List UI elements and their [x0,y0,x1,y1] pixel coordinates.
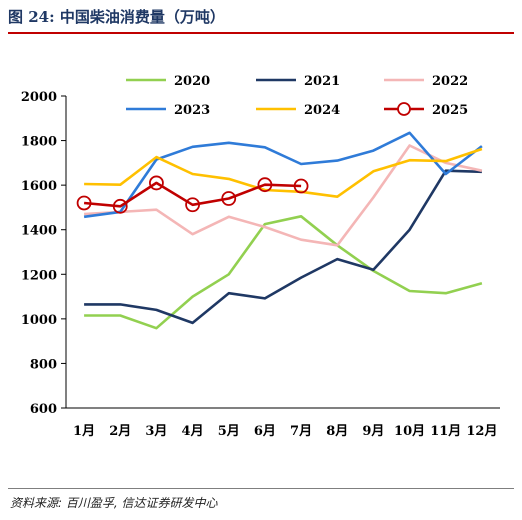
series-line-2020 [84,215,483,330]
legend-label-2020: 2020 [174,74,210,89]
series-lines [76,131,483,330]
x-tick-label: 10月 [394,424,425,439]
y-tick-label: 800 [30,357,57,372]
x-tick-label: 2月 [109,424,131,439]
x-tick-label: 9月 [362,424,384,439]
data-point-2025 [76,195,92,211]
legend-label-2025: 2025 [432,103,468,118]
legend-label-2021: 2021 [304,74,340,89]
source-divider [8,488,514,489]
legend-label-2024: 2024 [304,103,340,118]
data-point-2025 [112,198,128,214]
series-line-2023 [83,131,483,219]
x-tick-label: 6月 [254,424,276,439]
x-tick-label: 4月 [182,424,204,439]
x-tick-label: 8月 [326,424,348,439]
x-tick-label: 1月 [73,424,95,439]
legend-label-2023: 2023 [174,103,210,118]
y-tick-label: 1200 [21,268,57,283]
series-line-2021 [84,169,482,325]
series-line-2022 [84,144,483,247]
legend-label-2022: 2022 [432,74,468,89]
y-tick-label: 2000 [21,90,57,105]
y-tick-label: 1600 [21,179,57,194]
x-tick-label: 5月 [218,424,240,439]
series-line-2024 [84,147,483,198]
y-tick-label: 1000 [21,313,57,328]
y-tick-label: 1400 [21,224,57,239]
legend: 2020 2021 2022 2023 2024 2025 [126,74,468,118]
title-divider [8,32,514,34]
x-tick-label: 7月 [290,424,312,439]
axes: 600 800 1000 1200 1400 1600 1800 2000 1月 2月 3月 4月 5月… [21,90,500,439]
source-note: 资料来源: 百川盈孚, 信达证券研发中心 [10,496,218,510]
data-point-2025 [185,197,200,213]
legend-marker-2025 [397,102,411,116]
data-point-2025 [293,178,309,194]
chart-title: 图 24: 中国柴油消费量（万吨） [8,8,225,26]
x-tick-label: 12月 [466,424,497,439]
data-point-2025 [149,175,164,191]
data-point-2025 [221,191,237,206]
x-tick-label: 3月 [145,424,167,439]
y-tick-label: 1800 [21,135,57,150]
series-line-2025 [83,181,302,208]
data-point-2025 [257,177,273,193]
x-tick-label: 11月 [430,424,461,439]
y-tick-label: 600 [30,402,57,417]
